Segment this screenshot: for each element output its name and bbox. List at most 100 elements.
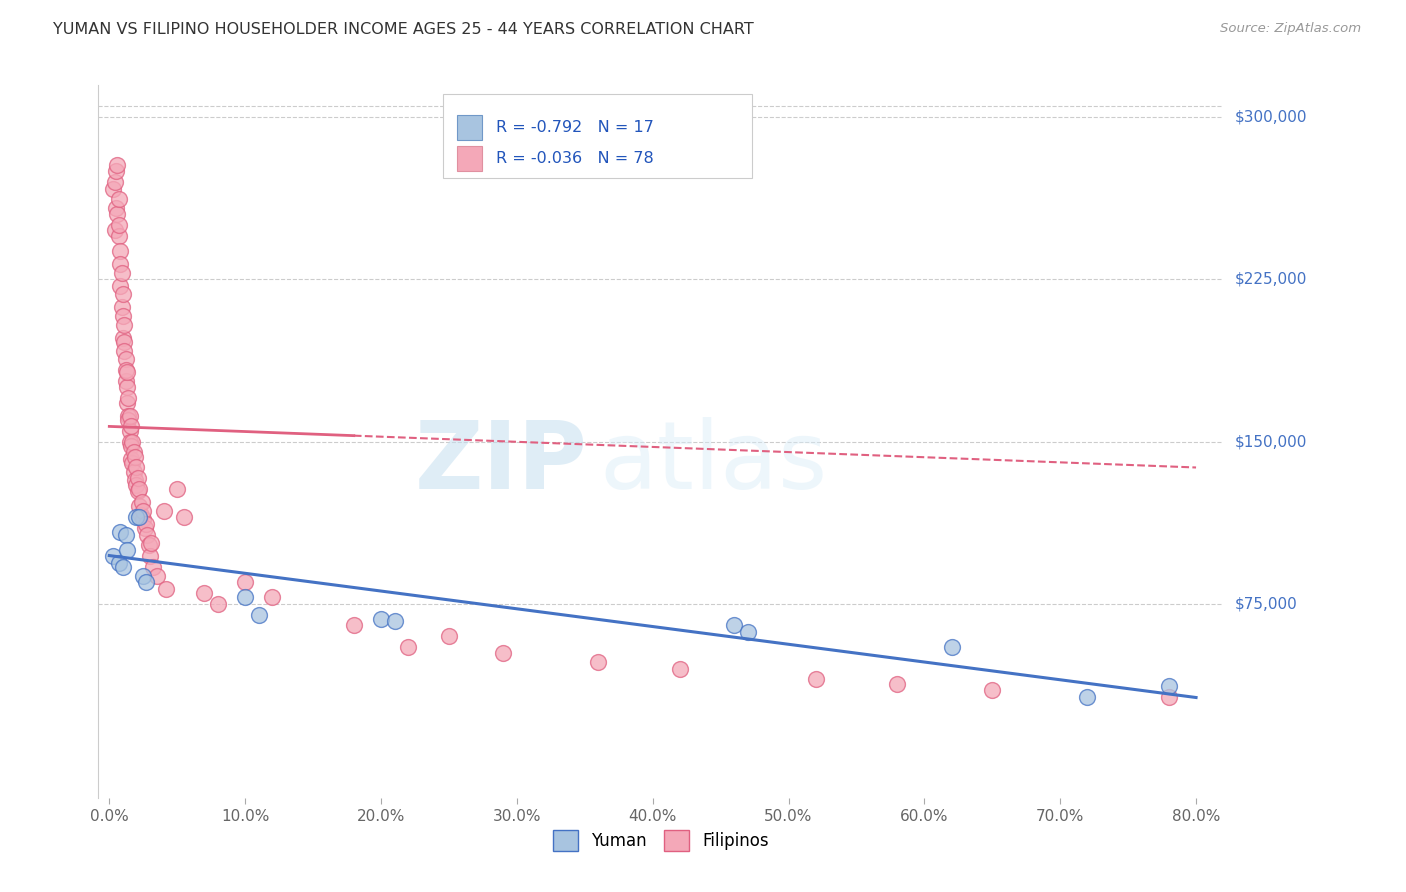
Text: ZIP: ZIP	[415, 417, 588, 509]
Point	[115, 380, 138, 394]
Point	[233, 575, 256, 590]
Point	[114, 527, 136, 541]
Point	[128, 510, 150, 524]
Text: $150,000: $150,000	[1234, 434, 1306, 449]
Point	[115, 542, 138, 557]
Point	[737, 624, 759, 639]
Point	[127, 471, 149, 485]
Point	[437, 629, 460, 643]
Point	[155, 582, 177, 596]
Point	[136, 527, 159, 541]
Point	[886, 677, 908, 691]
Point	[117, 392, 139, 406]
Point	[115, 395, 138, 409]
Text: atlas: atlas	[599, 417, 827, 509]
Legend: Yuman, Filipinos: Yuman, Filipinos	[553, 830, 769, 851]
Point	[981, 683, 1004, 698]
Point	[108, 257, 131, 271]
Point	[112, 343, 135, 358]
Text: Source: ZipAtlas.com: Source: ZipAtlas.com	[1220, 22, 1361, 36]
Point	[804, 673, 827, 687]
Point	[114, 352, 136, 367]
Point	[105, 164, 128, 178]
Point	[117, 413, 139, 427]
Point	[723, 618, 745, 632]
Point	[111, 560, 134, 574]
Point	[111, 331, 134, 345]
Point	[111, 309, 134, 323]
Point	[193, 586, 215, 600]
Point	[103, 549, 125, 563]
Point	[129, 508, 152, 522]
Point	[120, 419, 142, 434]
Point	[262, 591, 284, 605]
Point	[122, 445, 145, 459]
Point	[138, 538, 160, 552]
Point	[124, 474, 146, 488]
Point	[1157, 679, 1180, 693]
Point	[115, 365, 138, 379]
Text: $225,000: $225,000	[1234, 272, 1306, 287]
Point	[124, 450, 146, 464]
Point	[125, 460, 148, 475]
Point	[118, 434, 141, 449]
Text: YUMAN VS FILIPINO HOUSEHOLDER INCOME AGES 25 - 44 YEARS CORRELATION CHART: YUMAN VS FILIPINO HOUSEHOLDER INCOME AGE…	[53, 22, 754, 37]
Point	[146, 568, 169, 582]
Point	[112, 334, 135, 349]
Point	[396, 640, 419, 654]
Point	[121, 456, 143, 470]
Point	[132, 512, 155, 526]
Point	[103, 181, 125, 195]
Point	[127, 484, 149, 499]
Point	[132, 504, 155, 518]
Point	[941, 640, 963, 654]
Point	[108, 278, 131, 293]
Point	[142, 560, 165, 574]
Point	[131, 495, 153, 509]
Point	[110, 266, 132, 280]
Point	[125, 477, 148, 491]
Point	[141, 536, 163, 550]
Point	[107, 207, 129, 221]
Point	[152, 504, 174, 518]
Point	[492, 647, 515, 661]
Point	[107, 158, 129, 172]
Point	[139, 549, 162, 563]
Point	[108, 244, 131, 259]
Point	[118, 409, 141, 423]
Point	[108, 525, 131, 540]
Text: R = -0.792   N = 17: R = -0.792 N = 17	[496, 120, 654, 135]
Point	[117, 409, 139, 423]
Point	[122, 465, 145, 479]
Point	[118, 424, 141, 438]
Point	[132, 568, 155, 582]
Point	[128, 500, 150, 514]
Text: R = -0.036   N = 78: R = -0.036 N = 78	[496, 152, 654, 166]
Text: $300,000: $300,000	[1234, 110, 1306, 125]
Point	[135, 575, 157, 590]
Point	[110, 301, 132, 315]
Point	[233, 591, 256, 605]
Text: $75,000: $75,000	[1234, 596, 1298, 611]
Point	[112, 318, 135, 332]
Point	[173, 510, 195, 524]
Point	[107, 192, 129, 206]
Point	[114, 363, 136, 377]
Point	[125, 510, 148, 524]
Point	[207, 597, 229, 611]
Point	[121, 434, 143, 449]
Point	[588, 655, 610, 669]
Point	[128, 482, 150, 496]
Point	[107, 556, 129, 570]
Point	[120, 439, 142, 453]
Point	[104, 222, 127, 236]
Point	[370, 612, 392, 626]
Point	[104, 175, 127, 189]
Point	[1076, 690, 1098, 704]
Point	[105, 201, 128, 215]
Point	[120, 451, 142, 466]
Point	[669, 662, 692, 676]
Point	[166, 482, 188, 496]
Point	[134, 521, 156, 535]
Point	[111, 287, 134, 301]
